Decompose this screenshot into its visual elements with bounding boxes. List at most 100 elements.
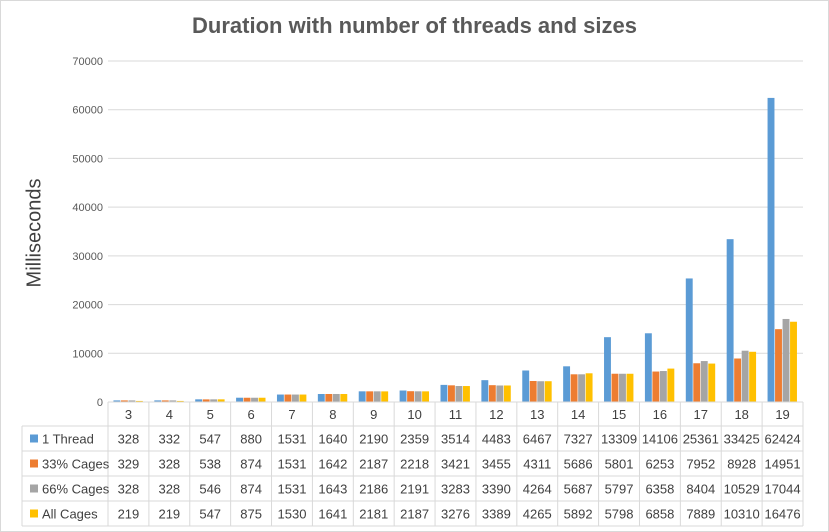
bar xyxy=(693,363,701,402)
data-table-value: 5801 xyxy=(605,457,634,472)
data-table-value: 1531 xyxy=(278,482,307,497)
x-tick-label: 3 xyxy=(125,407,132,422)
data-table-value: 1640 xyxy=(318,432,347,447)
data-table-value: 6253 xyxy=(645,457,674,472)
data-table-value: 538 xyxy=(199,457,221,472)
data-table-value: 5797 xyxy=(605,482,634,497)
bar xyxy=(210,399,218,402)
bar xyxy=(202,399,210,402)
bar xyxy=(749,351,757,402)
data-table-value: 5892 xyxy=(564,507,593,522)
y-tick-label: 20000 xyxy=(72,300,103,312)
x-tick-label: 10 xyxy=(407,407,421,422)
x-tick-label: 8 xyxy=(329,407,336,422)
bar xyxy=(741,350,749,402)
data-table-value: 13309 xyxy=(601,432,637,447)
x-tick-label: 14 xyxy=(571,407,585,422)
bar xyxy=(463,386,470,402)
data-table-value: 1643 xyxy=(318,482,347,497)
bar xyxy=(522,370,530,402)
bar xyxy=(726,239,734,402)
data-table-value: 62424 xyxy=(764,432,800,447)
bar xyxy=(782,318,790,402)
legend-key xyxy=(30,509,38,518)
data-table-value: 547 xyxy=(199,432,221,447)
x-tick-label: 15 xyxy=(612,407,626,422)
legend-key xyxy=(30,459,38,468)
bar xyxy=(659,371,667,402)
data-table-value: 1641 xyxy=(318,507,347,522)
bar xyxy=(685,278,693,402)
bar xyxy=(563,366,571,402)
data-table-value: 2190 xyxy=(359,432,388,447)
bar xyxy=(276,394,284,402)
data-table-value: 3514 xyxy=(441,432,470,447)
bar xyxy=(529,380,537,402)
data-table-value: 329 xyxy=(118,457,140,472)
data-table-value: 2191 xyxy=(400,482,429,497)
bar xyxy=(366,391,374,402)
data-table-value: 4265 xyxy=(523,507,552,522)
data-table-value: 5686 xyxy=(564,457,593,472)
legend-label: 33% Cages xyxy=(42,457,110,472)
x-tick-label: 4 xyxy=(166,407,173,422)
data-table-value: 219 xyxy=(118,507,140,522)
bar xyxy=(488,385,496,402)
data-table-value: 2187 xyxy=(359,457,388,472)
data-table-value: 3390 xyxy=(482,482,511,497)
bar xyxy=(169,400,177,402)
data-table-value: 2359 xyxy=(400,432,429,447)
x-tick-label: 7 xyxy=(288,407,295,422)
data-table-value: 1531 xyxy=(278,457,307,472)
bar xyxy=(399,390,407,402)
data-table-value: 6467 xyxy=(523,432,552,447)
legend-label: All Cages xyxy=(42,507,98,522)
y-tick-label: 10000 xyxy=(72,348,103,360)
bar xyxy=(373,391,381,402)
data-table-value: 332 xyxy=(158,432,180,447)
data-table-value: 328 xyxy=(158,457,180,472)
x-tick-label: 11 xyxy=(449,407,463,422)
data-table-value: 3421 xyxy=(441,457,470,472)
data-table-value: 1530 xyxy=(278,507,307,522)
data-table-value: 2187 xyxy=(400,507,429,522)
data-table-value: 10310 xyxy=(724,507,760,522)
x-tick-label: 18 xyxy=(734,407,748,422)
bar xyxy=(775,329,782,402)
bar xyxy=(332,393,340,402)
bar xyxy=(644,333,652,402)
data-table-value: 1531 xyxy=(278,432,307,447)
bar xyxy=(176,400,184,402)
bar xyxy=(381,391,389,402)
bar xyxy=(325,394,333,402)
data-table-value: 8404 xyxy=(686,482,715,497)
bar xyxy=(578,374,586,402)
data-table-value: 2181 xyxy=(359,507,388,522)
x-tick-label: 6 xyxy=(247,407,254,422)
data-table-value: 874 xyxy=(240,482,262,497)
data-table-value: 6858 xyxy=(645,507,674,522)
bar xyxy=(407,391,415,402)
data-table-value: 328 xyxy=(118,482,140,497)
bar xyxy=(258,397,266,402)
chart-title: Duration with number of threads and size… xyxy=(192,13,637,38)
y-tick-label: 70000 xyxy=(72,56,103,68)
bar xyxy=(236,397,243,402)
bar xyxy=(284,394,292,402)
data-table-value: 880 xyxy=(240,432,262,447)
bar xyxy=(251,397,258,402)
bar xyxy=(299,394,307,402)
data-table-value: 3276 xyxy=(441,507,470,522)
legend-label: 1 Thread xyxy=(42,432,94,447)
data-table-value: 8928 xyxy=(727,457,756,472)
data-table-value: 875 xyxy=(240,507,262,522)
bar xyxy=(604,337,611,402)
bar xyxy=(611,373,619,402)
data-table-value: 874 xyxy=(240,457,262,472)
data-table-value: 1642 xyxy=(318,457,347,472)
data-table-value: 3283 xyxy=(441,482,470,497)
x-tick-label: 12 xyxy=(489,407,503,422)
x-tick-label: 16 xyxy=(653,407,667,422)
bar xyxy=(585,373,593,402)
